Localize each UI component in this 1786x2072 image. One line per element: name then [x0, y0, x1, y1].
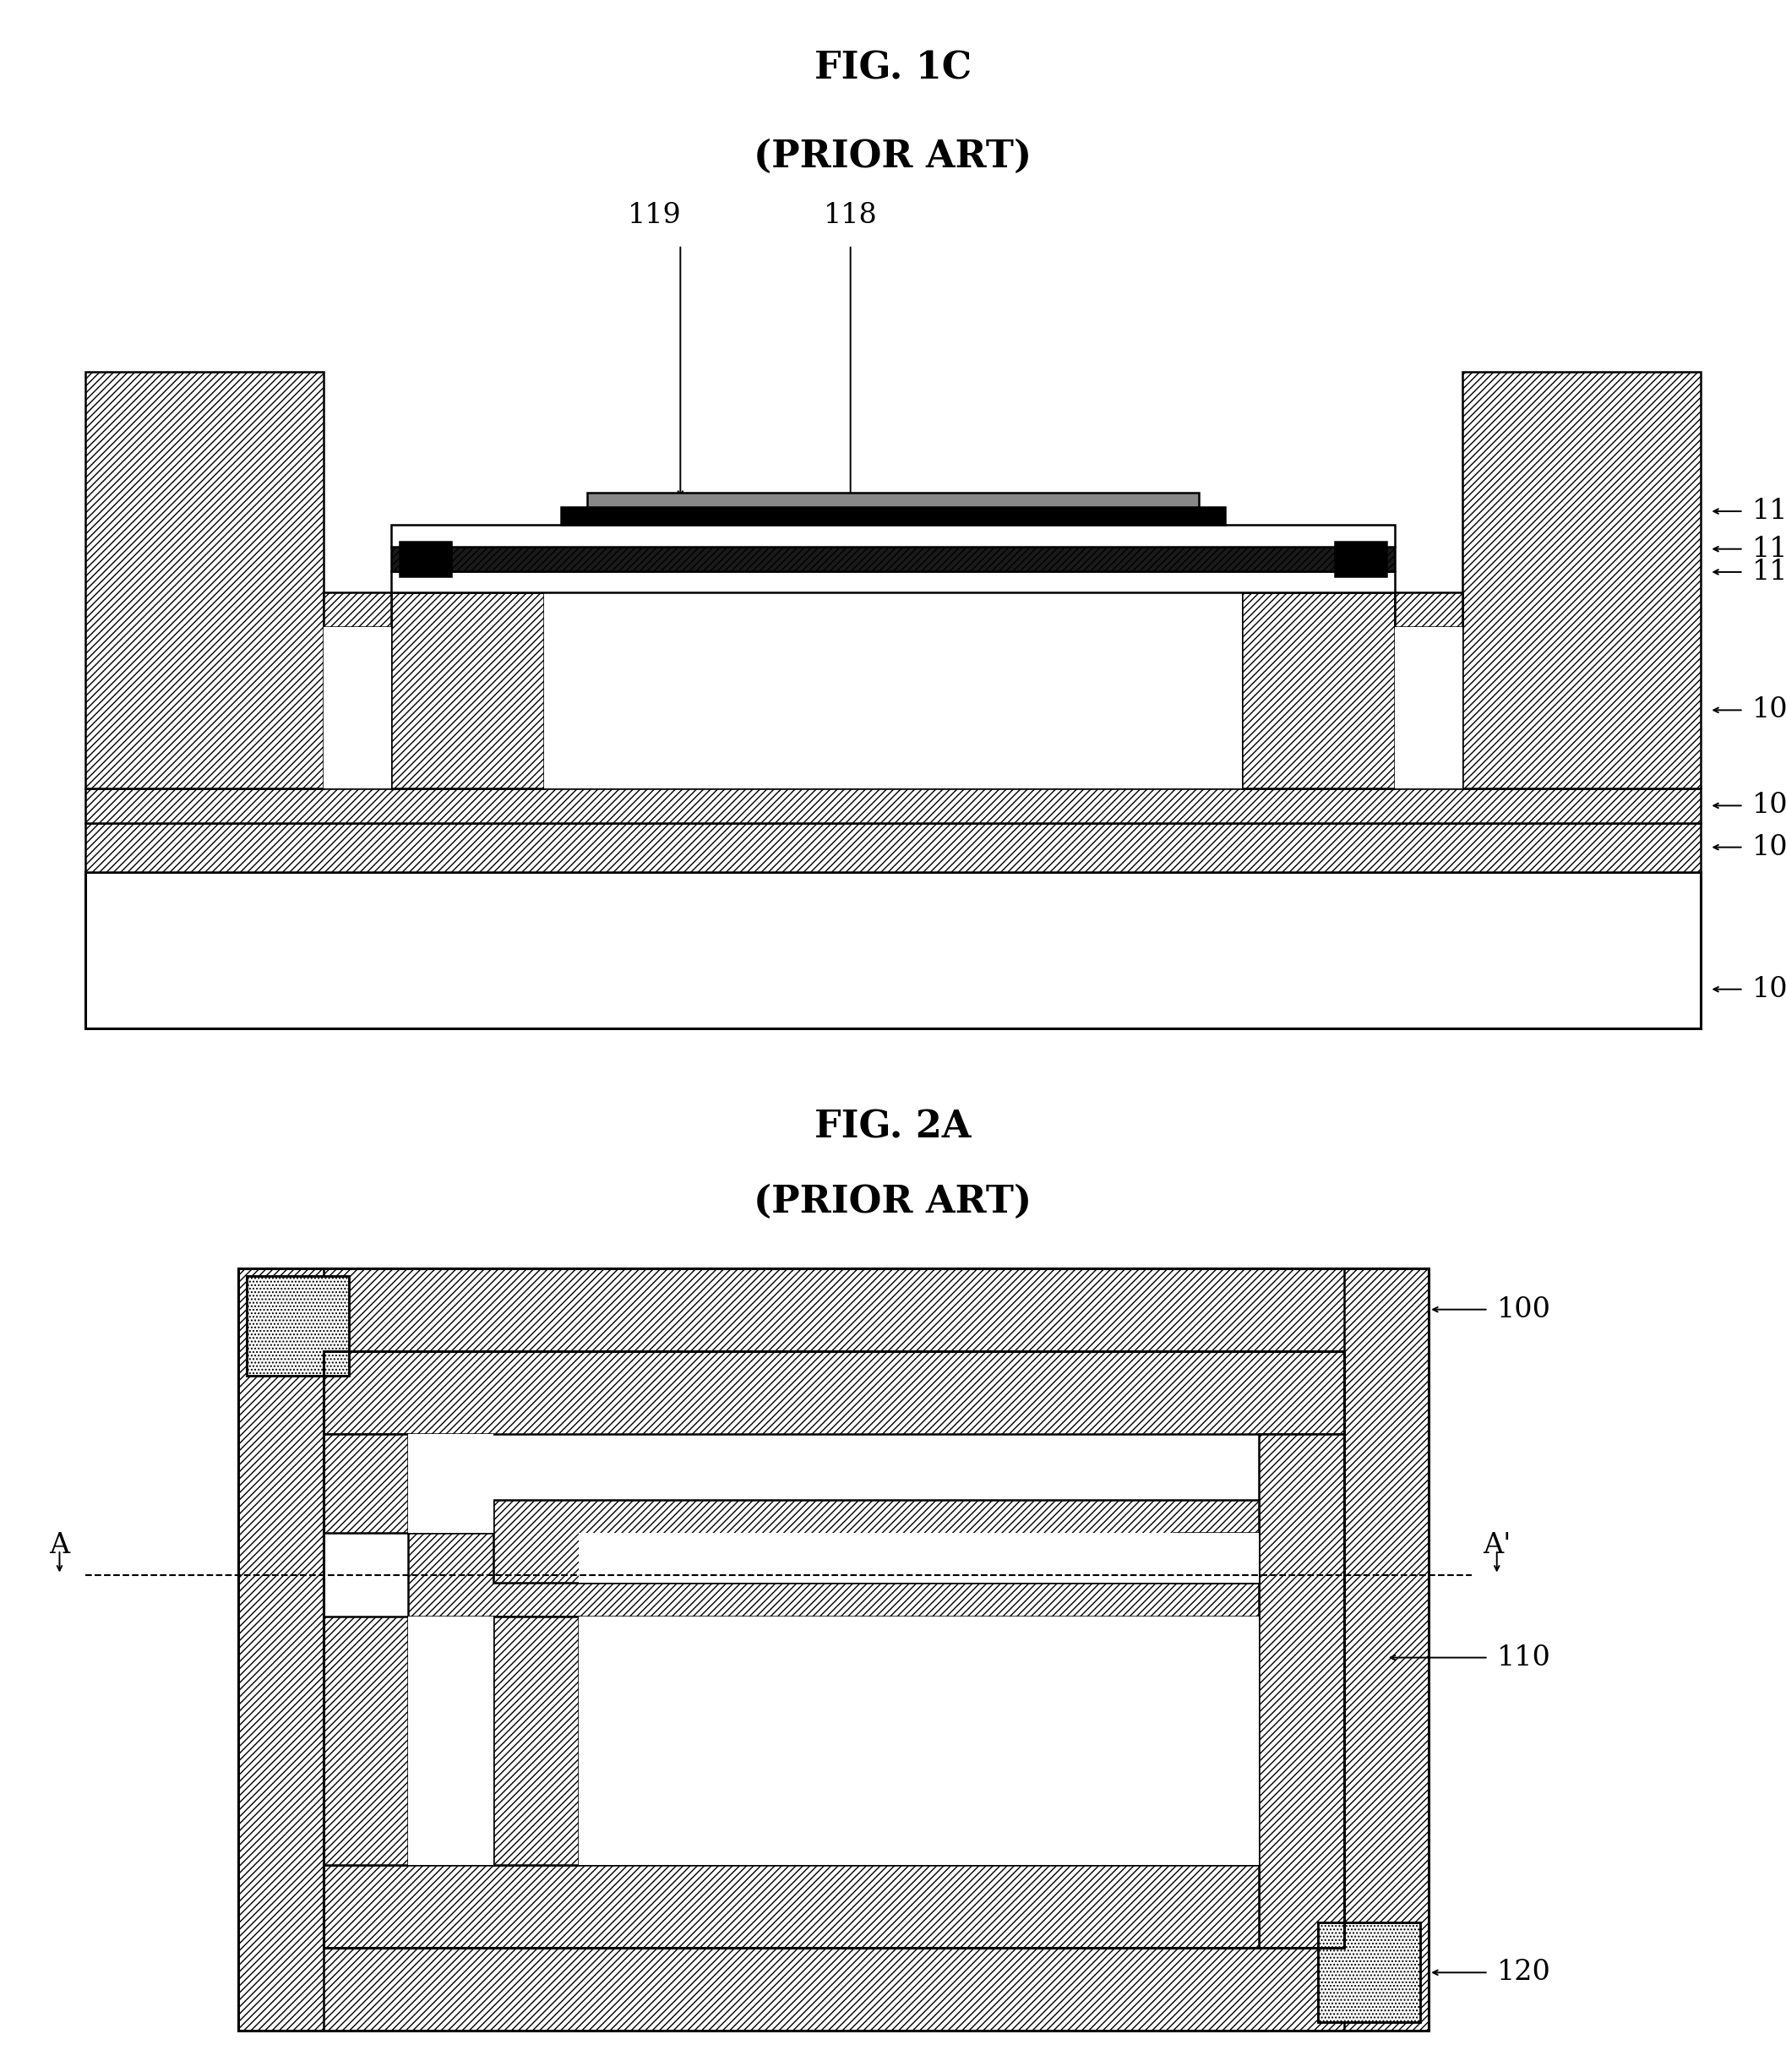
Text: (PRIOR ART): (PRIOR ART)	[754, 1183, 1032, 1220]
Bar	[493, 1616, 579, 1865]
Bar	[323, 1351, 1343, 1948]
Bar	[588, 493, 1198, 508]
Bar	[1318, 1923, 1420, 2022]
Bar	[86, 789, 1700, 823]
Bar	[238, 1268, 323, 2031]
Bar	[246, 1276, 348, 1376]
Text: 110: 110	[1752, 559, 1786, 586]
Text: FIG. 1C: FIG. 1C	[814, 50, 972, 87]
Text: (PRIOR ART): (PRIOR ART)	[754, 139, 1032, 174]
Text: 102: 102	[1752, 976, 1786, 1003]
Bar	[545, 593, 1241, 789]
Text: 106: 106	[1752, 792, 1786, 818]
Bar	[391, 524, 1395, 547]
Bar	[86, 872, 1700, 1028]
Bar	[493, 1500, 1259, 1583]
Bar	[323, 1616, 409, 1865]
Text: 119: 119	[629, 201, 682, 230]
Bar	[323, 1351, 1343, 1434]
Bar	[1463, 373, 1700, 789]
Bar	[409, 1616, 493, 1865]
Text: 118: 118	[823, 201, 877, 230]
Bar	[323, 1351, 1343, 1948]
Text: A': A'	[1482, 1531, 1511, 1560]
Text: 114: 114	[1752, 535, 1786, 562]
Text: 116: 116	[1752, 497, 1786, 524]
Bar	[1395, 593, 1463, 628]
Text: A: A	[50, 1531, 70, 1560]
Bar	[238, 1268, 1429, 2031]
Bar	[86, 823, 1700, 872]
Text: 100: 100	[1497, 1295, 1550, 1324]
Bar	[1343, 1268, 1429, 2031]
Text: 120: 120	[1497, 1958, 1550, 1987]
Bar	[323, 1434, 409, 1533]
Bar	[246, 1276, 348, 1376]
Text: 108: 108	[1752, 696, 1786, 723]
Bar	[323, 593, 391, 628]
Bar	[323, 628, 391, 789]
Bar	[391, 547, 1395, 572]
Bar	[391, 572, 1395, 593]
Text: 110: 110	[1497, 1643, 1550, 1672]
Text: 104: 104	[1752, 833, 1786, 860]
Bar	[1241, 593, 1395, 789]
Text: FIG. 2A: FIG. 2A	[814, 1109, 972, 1146]
Bar	[1318, 1923, 1420, 2022]
Bar	[1173, 1533, 1259, 1583]
Bar	[409, 1434, 493, 1533]
Bar	[561, 508, 1225, 524]
Bar	[238, 1268, 1429, 1351]
Bar	[579, 1533, 1259, 1583]
Bar	[409, 1533, 1259, 1616]
Bar	[579, 1616, 1259, 1865]
Bar	[86, 373, 323, 789]
Bar	[1336, 541, 1386, 576]
Bar	[1395, 628, 1463, 789]
Bar	[323, 1865, 1259, 1948]
Bar	[1259, 1434, 1343, 1948]
Bar	[400, 541, 450, 576]
Bar	[391, 593, 545, 789]
Bar	[238, 1948, 1429, 2031]
